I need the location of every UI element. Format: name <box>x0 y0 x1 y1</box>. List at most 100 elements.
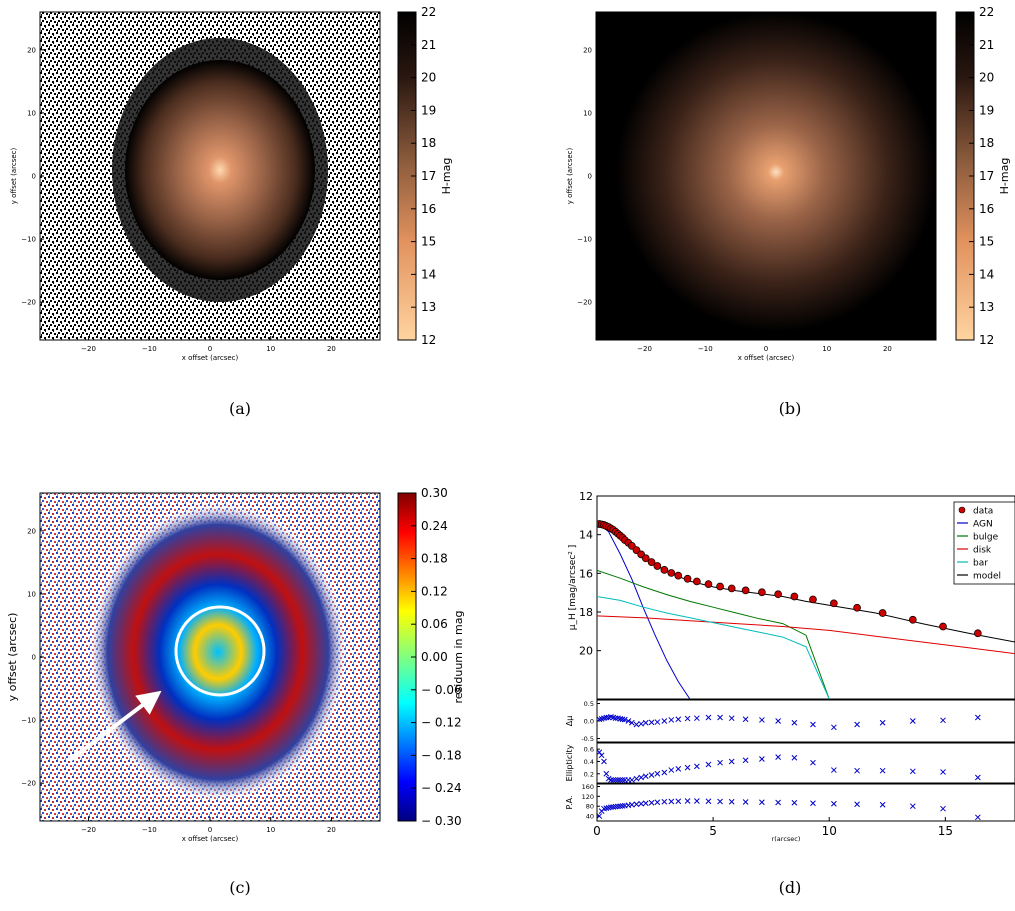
y-tick-label: −10 <box>21 236 36 244</box>
colorbar-tick-label: 0.24 <box>421 519 448 533</box>
colorbar-tick-label: 21 <box>421 38 436 52</box>
data-point-x <box>684 798 691 804</box>
data-point-x <box>974 814 981 821</box>
data-point <box>660 566 669 574</box>
colorbar-tick-label: 19 <box>421 103 436 117</box>
data-point-x <box>617 777 624 783</box>
y-tick-label: 120 <box>582 793 594 801</box>
data-point-x <box>694 715 700 722</box>
panel-a-colorbar: 22 21 20 19 18 17 16 15 14 13 12 H-mag <box>397 5 453 347</box>
data-point-x <box>668 717 675 723</box>
data-point-x <box>791 754 798 761</box>
data-point-x <box>597 749 603 756</box>
colorbar-tick-label: 16 <box>421 202 436 216</box>
data-point-x <box>648 719 655 726</box>
series-line-bulge <box>597 569 830 699</box>
data-point-x <box>705 714 712 721</box>
data-point <box>774 590 782 599</box>
y-tick-label: 20 <box>27 46 36 54</box>
data-point-x <box>694 763 700 770</box>
panel-c-axes: −20 −10 0 10 20 20 10 0 −10 −20 x offset (arcsec) y… <box>6 527 336 843</box>
data-point <box>693 577 701 586</box>
y-tick-label: 0.0 <box>584 718 594 726</box>
y-tick-label: −20 <box>577 299 592 307</box>
y-tick-label: 12 <box>579 490 593 503</box>
subplot-frame-residual <box>596 699 1015 743</box>
data-point-x <box>684 764 691 771</box>
data-point-x <box>615 803 621 810</box>
legend-label: model <box>973 572 1001 582</box>
legend-marker <box>958 506 966 514</box>
panel-d: 12 14 16 18 20 μ_H [mag/arcsec² ] data AGN bulge… <box>565 490 1015 897</box>
data-point-x <box>717 798 723 805</box>
colorbar-tick-label: 15 <box>979 235 994 249</box>
series-line-bar <box>597 596 830 699</box>
panel-a-image <box>39 11 381 341</box>
data-point <box>704 580 713 589</box>
data-point <box>653 562 662 570</box>
highlight-arrow <box>68 690 162 762</box>
caption-a: (a) <box>229 399 251 418</box>
data-point-x <box>615 777 621 783</box>
data-point-x <box>610 804 617 810</box>
panel-a-axes: −20 −10 0 10 20 20 10 0 −10 −20 x offset (arcsec) y… <box>10 46 336 362</box>
subplot-frame-top <box>596 495 1015 700</box>
y-axis-label: Ellipticity <box>565 744 574 781</box>
x-tick-label: 0 <box>593 824 601 838</box>
y-tick-label: 160 <box>582 783 594 791</box>
data-point-x <box>619 803 626 809</box>
colorbar-tick-label: 17 <box>979 169 994 183</box>
y-tick-label: 20 <box>579 645 593 658</box>
legend-label: data <box>973 507 993 517</box>
data-point-x <box>909 803 916 810</box>
data-point-x <box>638 800 644 807</box>
data-point-x <box>831 724 837 731</box>
data-point-x <box>694 798 700 804</box>
data-point-x <box>705 761 712 768</box>
y-tick-label: −10 <box>577 236 592 244</box>
data-point-x <box>791 799 798 806</box>
panel-a: −20 −10 0 10 20 20 10 0 −10 −20 x offset (arcsec) y… <box>10 5 453 418</box>
legend-label: bar <box>973 559 988 569</box>
data-point-x <box>775 754 781 761</box>
caption-b: (b) <box>779 399 802 418</box>
legend-label: AGN <box>973 520 993 530</box>
panel-c-image <box>39 492 381 822</box>
caption-d: (d) <box>779 878 802 897</box>
colorbar-tick-label: 20 <box>421 71 436 85</box>
data-point-x <box>603 770 610 777</box>
colorbar-label: H-mag <box>440 158 453 195</box>
panel-b-colorbar: 22 21 20 19 18 17 16 15 14 13 12 H-mag <box>955 5 1011 347</box>
data-point-x <box>638 720 644 727</box>
data-point <box>716 582 724 591</box>
colorbar-tick-label: 17 <box>421 169 436 183</box>
data-point <box>973 629 982 638</box>
y-tick-label: 0.4 <box>584 758 594 766</box>
colorbar-tick-label: − 0.06 <box>421 683 462 697</box>
y-tick-label: 10 <box>583 109 592 117</box>
data-point-x <box>879 719 886 726</box>
legend-box <box>953 501 1015 585</box>
data-point-x <box>642 719 649 726</box>
data-point-x <box>608 804 614 811</box>
data-point-x <box>622 716 628 723</box>
colorbar-tick-label: 0.12 <box>421 584 448 598</box>
colorbar-label: residuum in mag <box>452 611 465 704</box>
data-point-x <box>638 774 644 781</box>
data-point-x <box>759 756 765 762</box>
colorbar-tick-label: 13 <box>979 300 994 314</box>
data-point-x <box>661 718 668 724</box>
colorbar-tick-label: 14 <box>421 267 436 281</box>
data-point-x <box>775 718 781 724</box>
x-tick-label: 15 <box>938 824 953 838</box>
x-tick-label: 0 <box>208 826 212 834</box>
data-point-x <box>612 715 619 722</box>
colorbar-tick-label: 18 <box>979 136 994 150</box>
data-point-x <box>728 715 735 722</box>
highlight-circle <box>174 605 266 697</box>
y-tick-label: -0.5 <box>581 735 594 743</box>
x-axis-label: x offset (arcsec) <box>738 354 795 362</box>
colorbar-tick-label: 0.30 <box>421 486 448 500</box>
x-tick-label: −10 <box>142 826 157 834</box>
